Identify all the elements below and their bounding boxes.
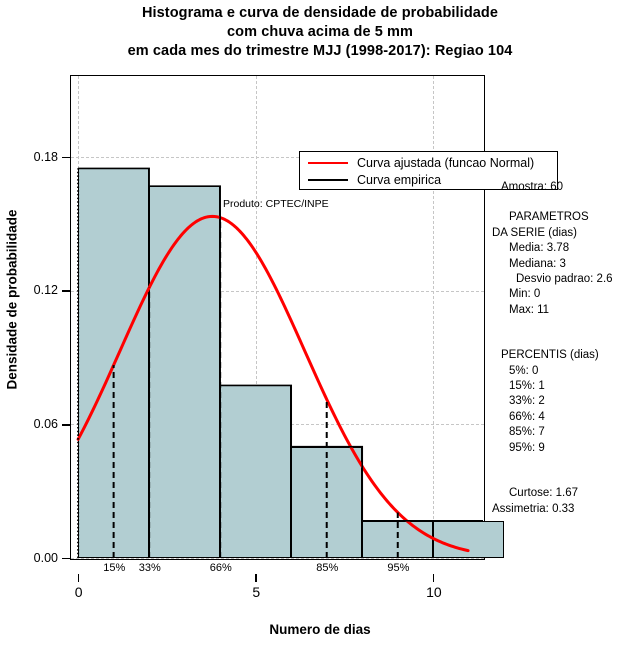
x-axis-label: Numero de dias [269,622,371,637]
stat-media: Media: 3.78 [509,242,570,255]
y-axis-tick-mark [62,557,70,560]
title-line-2: com chuva acima de 5 mm [226,24,414,40]
y-axis-tick-label: 0.12 [33,283,58,298]
stat-mediana: Mediana: 3 [509,257,566,270]
y-axis-tick-mark [62,424,70,426]
stat-p95: 95%: 9 [509,441,545,454]
legend-swatch-fitted [308,162,348,164]
percentile-tick-label: 95% [387,562,410,574]
gridline-vertical [255,76,257,559]
histogram-bar [220,385,292,558]
y-axis-tick-label: 0.06 [33,417,58,432]
stat-amostra: Amostra: 60 [501,181,563,193]
page-title: Histograma e curva de densidade de proba… [0,4,640,61]
title-line-1: Histograma e curva de densidade de proba… [141,5,499,21]
x-axis-tick-mark [255,574,257,582]
y-axis-label: Densidade de probabilidade [4,209,20,390]
x-axis-tick-label: 0 [74,584,83,600]
stat-min: Min: 0 [509,288,541,301]
stat-max: Max: 11 [509,303,550,316]
legend-swatch-empirical [308,179,348,181]
stat-percentis-header: PERCENTIS (dias) [501,349,599,362]
gridline-horizontal [71,157,484,159]
stat-desvio-padrao: Desvio padrao: 2.6 [516,273,613,286]
percentile-tick-label: 85% [316,562,339,574]
legend: Curva ajustada (funcao Normal) Curva emp… [299,151,558,190]
percentile-tick-label: 15% [103,562,126,574]
stat-p85: 85%: 7 [509,426,545,439]
stat-parametros-header-1: PARAMETROS [509,211,589,224]
legend-label-empirical: Curva empirica [357,173,442,187]
percentile-tick-label: 66% [209,562,232,574]
fitted-normal-curve [76,214,470,553]
legend-label-fitted: Curva ajustada (funcao Normal) [357,156,535,170]
y-axis-tick-label: 0.18 [33,149,58,164]
percentile-tick-label: 33% [138,562,161,574]
empirical-curve [78,167,483,522]
stat-p33: 33%: 2 [509,395,545,408]
statistics-panel: Amostra: 60 PARAMETROS DA SERIE (dias) M… [492,180,640,517]
gridline-horizontal [71,558,484,559]
stat-p05: 5%: 0 [509,364,539,377]
stat-p15: 15%: 1 [509,380,545,393]
x-axis-tick-mark [432,574,435,582]
legend-item-empirical: Curva empirica [308,171,441,189]
plot-area: Produto: CPTEC/INPE Curva ajustada (func… [70,75,558,560]
gridline-vertical [433,76,435,559]
curve-overlay [76,167,483,558]
title-line-3: em cada mes do trimestre MJJ (1998-2017)… [127,43,513,59]
y-axis-tick-mark [62,290,70,293]
x-axis-tick-mark [77,574,80,582]
y-axis-tick-mark [62,156,70,159]
stat-assimetria: Assimetria: 0.33 [492,502,575,515]
x-axis-tick-label: 10 [426,584,442,600]
y-axis-tick-label: 0.00 [33,550,58,565]
stat-parametros-header-2: DA SERIE (dias) [492,226,577,239]
legend-item-fitted: Curva ajustada (funcao Normal) [308,154,534,172]
stat-curtose: Curtose: 1.67 [509,487,579,500]
produto-annotation: Produto: CPTEC/INPE [223,198,329,210]
stat-p66: 66%: 4 [509,410,545,423]
x-axis-tick-label: 5 [252,584,261,600]
